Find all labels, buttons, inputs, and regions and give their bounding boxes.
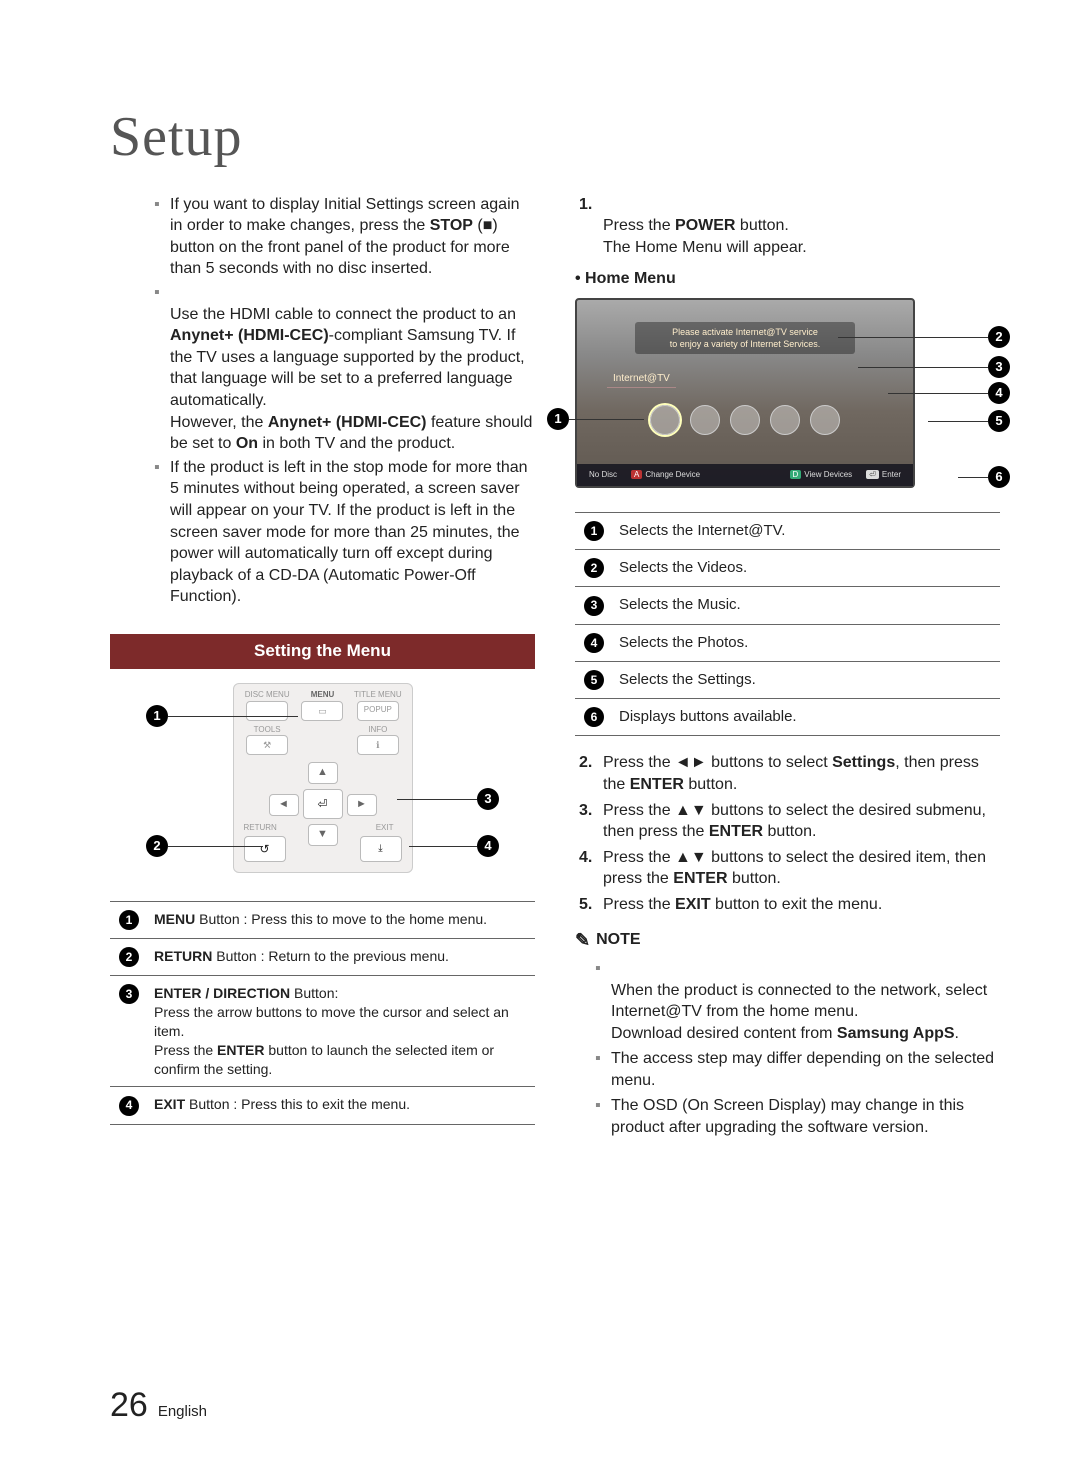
page-footer: 26 English: [110, 1383, 207, 1429]
bullet-1: If you want to display Initial Settings …: [170, 194, 535, 280]
note-bullets: ▪ When the product is connected to the n…: [595, 958, 1000, 1139]
remote-diagram: DISC MENU MENU TITLE MENU ▭ POPUP TOOLS …: [150, 683, 495, 883]
step-5: Press the EXIT button to exit the menu.: [603, 894, 1000, 916]
callout-4: 4: [477, 835, 499, 857]
left-column: ▪ If you want to display Initial Setting…: [110, 194, 535, 1143]
tv-icon-videos: [690, 405, 720, 435]
home-menu-table: 1Selects the Internet@TV. 2Selects the V…: [575, 512, 1000, 737]
callout-2: 2: [146, 835, 168, 857]
page-number: 26: [110, 1383, 148, 1429]
bullet-2: Use the HDMI cable to connect the produc…: [170, 282, 535, 455]
tv-icon-settings: [810, 405, 840, 435]
step-3: Press the ▲▼ buttons to select the desir…: [603, 800, 1000, 843]
tv-icon-internet: [650, 405, 680, 435]
callout-3: 3: [477, 788, 499, 810]
tv-icon-music: [730, 405, 760, 435]
page-language: English: [158, 1402, 207, 1422]
intro-bullets: ▪ If you want to display Initial Setting…: [154, 194, 535, 608]
home-menu-label: • Home Menu: [575, 268, 1000, 290]
note-icon: ✎: [575, 928, 590, 952]
step-1: Press the POWER button. The Home Menu wi…: [603, 194, 1000, 259]
section-heading: Setting the Menu: [110, 634, 535, 669]
page-title: Setup: [110, 100, 1000, 176]
tv-icon-photos: [770, 405, 800, 435]
remote-table: 1 MENU Button : Press this to move to th…: [110, 901, 535, 1125]
callout-1: 1: [146, 705, 168, 727]
right-column: 1. Press the POWER button. The Home Menu…: [575, 194, 1000, 1143]
step-2: Press the ◄► buttons to select Settings,…: [603, 752, 1000, 795]
tv-diagram: Please activate Internet@TV serviceto en…: [575, 298, 1000, 498]
note-heading: ✎ NOTE: [575, 928, 1000, 952]
bullet-3: If the product is left in the stop mode …: [170, 457, 535, 608]
step-4: Press the ▲▼ buttons to select the desir…: [603, 847, 1000, 890]
